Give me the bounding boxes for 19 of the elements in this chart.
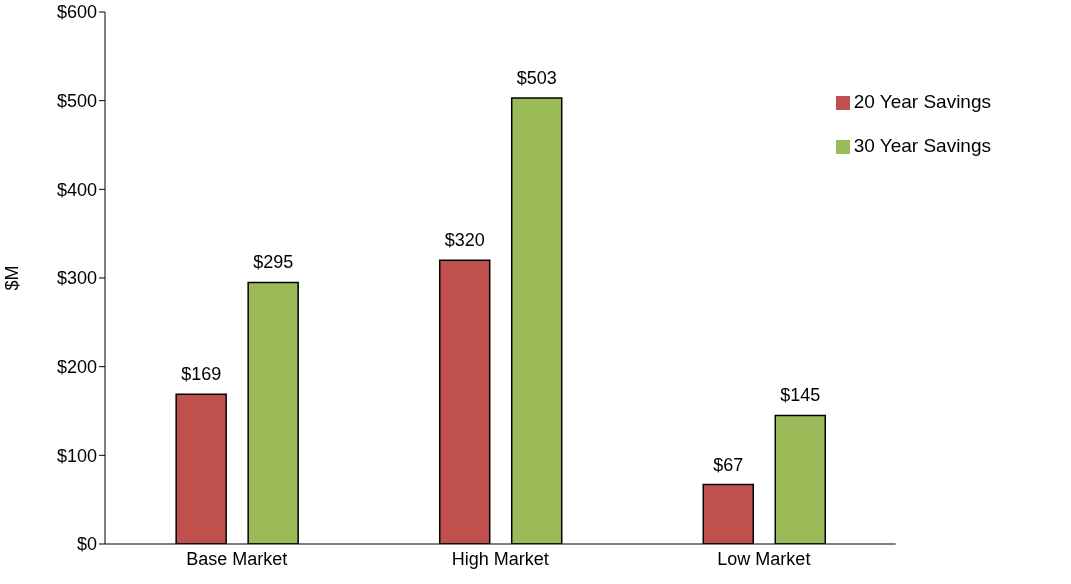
legend-label: 30 Year Savings [853,135,991,156]
data-label: $295 [253,252,294,273]
y-tick-label: $300 [56,268,97,289]
y-tick-label: $500 [56,91,97,112]
x-tick-label: Low Market [717,548,811,569]
x-tick-label: Base Market [186,548,288,569]
y-axis-title: $M [2,265,23,291]
y-tick-label: $600 [56,2,97,23]
y-tick-label: $200 [56,357,97,378]
data-label: $67 [713,454,744,475]
legend-label: 20 Year Savings [853,91,991,112]
data-label: $145 [780,385,821,406]
y-tick-label: $400 [56,179,97,200]
data-label: $320 [444,230,485,251]
data-label: $503 [516,68,557,89]
x-tick-label: High Market [451,548,549,569]
y-tick-label: $0 [76,534,97,555]
y-tick-label: $100 [56,445,97,466]
data-label: $169 [181,364,222,385]
